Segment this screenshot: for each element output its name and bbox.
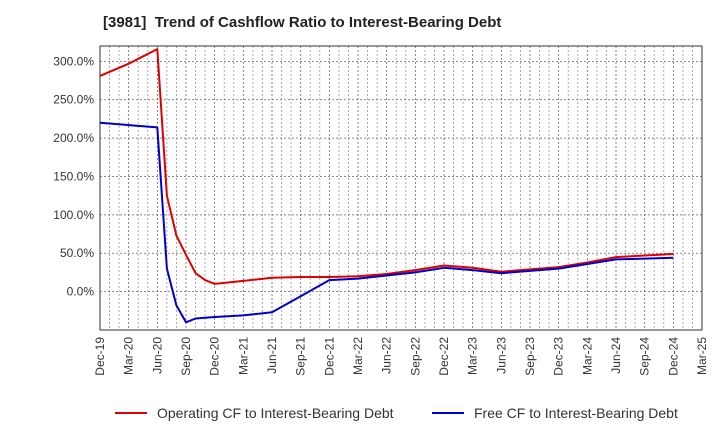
legend-item-free-cf: Free CF to Interest-Bearing Debt [432, 405, 678, 421]
y-tick-label: 100.0% [53, 208, 94, 222]
x-tick-label: Jun-23 [494, 337, 508, 374]
series-line-free-cf [99, 121, 674, 324]
x-tick-label: Dec-24 [666, 337, 680, 376]
x-tick-label: Mar-21 [236, 337, 250, 375]
x-tick-label: Sep-23 [523, 337, 537, 376]
x-tick-label: Dec-21 [322, 337, 336, 376]
x-tick-label: Mar-24 [580, 337, 594, 375]
x-tick-label: Sep-21 [294, 337, 308, 376]
legend-label-free-cf: Free CF to Interest-Bearing Debt [474, 405, 678, 421]
chart-title: [3981] Trend of Cashflow Ratio to Intere… [103, 14, 502, 31]
legend-swatch-free-cf [432, 412, 464, 414]
x-tick-label: Jun-21 [265, 337, 279, 374]
x-tick-label: Mar-22 [351, 337, 365, 375]
y-tick-label: 250.0% [53, 93, 94, 107]
x-tick-label: Mar-25 [695, 337, 709, 375]
x-tick-label: Jun-24 [609, 337, 623, 374]
y-tick-label: 50.0% [60, 246, 94, 260]
x-tick-label: Dec-23 [552, 337, 566, 376]
x-tick-label: Dec-19 [93, 337, 107, 376]
x-tick-label: Sep-20 [179, 337, 193, 376]
plot-frame [99, 45, 703, 331]
x-tick-label: Jun-20 [150, 337, 164, 374]
x-tick-label: Sep-22 [408, 337, 422, 376]
x-tick-label: Dec-22 [437, 337, 451, 376]
x-tick-label: Dec-20 [208, 337, 222, 376]
x-tick-label: Sep-24 [638, 337, 652, 376]
x-tick-label: Jun-22 [380, 337, 394, 374]
chart-legend: Operating CF to Interest-Bearing Debt Fr… [0, 405, 720, 425]
series-line-operating-cf [99, 48, 674, 285]
y-tick-label: 0.0% [67, 285, 95, 299]
legend-label-operating-cf: Operating CF to Interest-Bearing Debt [157, 405, 394, 421]
x-tick-label: Mar-23 [466, 337, 480, 375]
y-tick-label: 150.0% [53, 169, 94, 183]
legend-item-operating-cf: Operating CF to Interest-Bearing Debt [115, 405, 394, 421]
x-tick-label: Mar-20 [122, 337, 136, 375]
y-tick-label: 300.0% [53, 54, 94, 68]
y-tick-label: 200.0% [53, 131, 94, 145]
legend-swatch-operating-cf [115, 412, 147, 414]
